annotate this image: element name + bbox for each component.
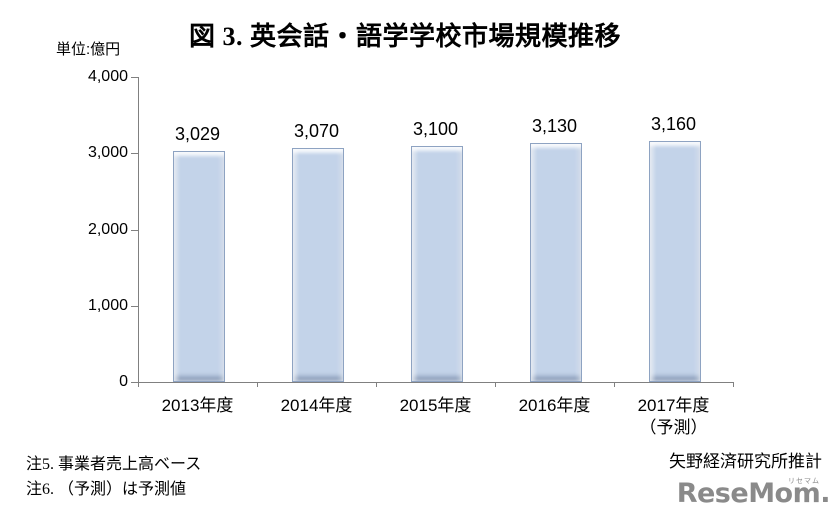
x-axis-tick <box>495 382 496 387</box>
bar-value-label: 3,160 <box>650 114 697 134</box>
resemom-logo: リセマム ReseMom. <box>676 477 831 509</box>
x-axis-label: 2014年度 <box>257 395 376 417</box>
x-axis-line <box>132 382 734 383</box>
x-axis-label: 2013年度 <box>138 395 257 417</box>
bar-value-label: 3,070 <box>293 121 340 141</box>
bar-value-label: 3,130 <box>531 116 578 136</box>
x-axis-label-note: （予測） <box>639 418 708 437</box>
y-axis-tick <box>131 153 138 155</box>
x-axis-tick <box>614 382 615 387</box>
footnote-2: 注6. （予測）は予測値 <box>26 481 187 498</box>
x-axis-label: 2017年度 （予測） <box>614 395 733 439</box>
bar <box>529 143 582 382</box>
bar <box>291 148 344 382</box>
x-axis-label-text: 2017年度 <box>637 396 710 415</box>
bar-value-label: 3,029 <box>174 124 221 144</box>
footnote-1: 注5. 事業者売上高ベース <box>26 456 202 473</box>
x-axis-label: 2016年度 <box>495 395 614 417</box>
x-axis-tick <box>733 382 734 387</box>
y-tick-label: 4,000 <box>87 68 128 85</box>
y-tick-label: 2,000 <box>87 220 128 238</box>
bar-value-label: 3,100 <box>412 119 459 139</box>
chart-title: 図 3. 英会話・語学学校市場規模推移 <box>188 22 621 51</box>
footnotes: 注5. 事業者売上高ベース 注6. （予測）は予測値 <box>26 452 201 502</box>
source-attribution: 矢野経済研究所推計 <box>669 452 822 471</box>
y-tick-label: 1,000 <box>87 296 128 314</box>
y-axis-line <box>138 77 139 383</box>
unit-label: 単位:億円 <box>56 41 121 58</box>
resemom-logo-text: ReseMom. <box>676 478 831 509</box>
x-axis-label-text: 2015年度 <box>399 396 472 415</box>
bar <box>410 146 463 382</box>
x-axis-label-text: 2016年度 <box>518 396 591 415</box>
y-axis-tick <box>131 382 138 383</box>
x-axis-tick <box>376 382 377 387</box>
y-axis-tick <box>131 77 138 78</box>
resemom-logo-ruby: リセマム <box>788 477 820 485</box>
x-axis-label-text: 2014年度 <box>280 396 353 415</box>
x-axis-tick <box>257 382 258 387</box>
x-axis-label-text: 2013年度 <box>161 396 234 415</box>
y-tick-label: 3,000 <box>87 144 128 162</box>
bar <box>172 151 225 382</box>
y-tick-label: 0 <box>119 373 128 390</box>
y-axis-tick <box>131 229 138 231</box>
bar <box>648 141 701 382</box>
x-axis-label: 2015年度 <box>376 395 495 417</box>
x-axis-tick <box>138 382 139 387</box>
y-axis-tick <box>131 305 138 307</box>
